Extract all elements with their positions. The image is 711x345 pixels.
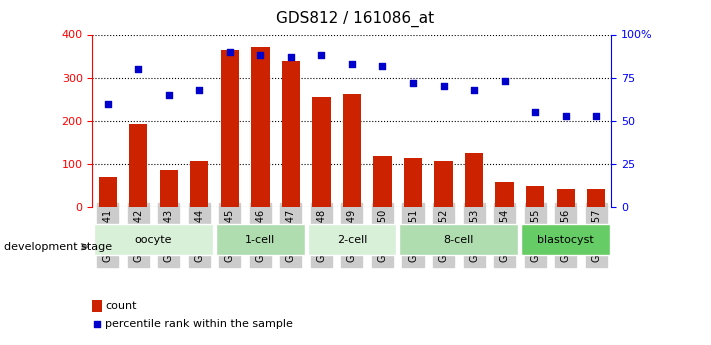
Point <box>193 87 205 92</box>
Point <box>102 101 113 106</box>
Point <box>377 63 388 68</box>
Point <box>469 87 480 92</box>
Text: 8-cell: 8-cell <box>444 235 474 245</box>
Text: blastocyst: blastocyst <box>538 235 594 245</box>
Bar <box>129 124 147 207</box>
Bar <box>216 224 304 255</box>
Text: GDS812 / 161086_at: GDS812 / 161086_at <box>277 10 434 27</box>
Point <box>499 78 510 84</box>
Bar <box>251 47 269 207</box>
Bar <box>434 161 453 207</box>
Point <box>591 113 602 118</box>
Point <box>285 54 296 60</box>
Text: development stage: development stage <box>4 242 112 252</box>
Bar <box>373 156 392 207</box>
Point <box>560 113 572 118</box>
Bar <box>190 161 208 207</box>
Bar <box>343 94 361 207</box>
Text: 1-cell: 1-cell <box>245 235 275 245</box>
Point <box>224 49 235 55</box>
Bar <box>92 300 102 312</box>
Bar <box>557 189 574 207</box>
Bar <box>220 50 239 207</box>
Bar <box>308 224 396 255</box>
Point <box>346 61 358 67</box>
Point <box>316 52 327 58</box>
Bar <box>400 224 518 255</box>
Bar <box>99 177 117 207</box>
Point <box>255 52 266 58</box>
Bar <box>159 170 178 207</box>
Bar <box>282 61 300 207</box>
Point <box>163 92 174 98</box>
Bar <box>587 189 605 207</box>
Text: percentile rank within the sample: percentile rank within the sample <box>105 319 293 329</box>
Point <box>530 109 541 115</box>
Text: 2-cell: 2-cell <box>337 235 367 245</box>
Bar <box>521 224 610 255</box>
Text: count: count <box>105 302 137 311</box>
Bar <box>312 97 331 207</box>
Bar <box>526 186 545 207</box>
Bar <box>465 153 483 207</box>
Bar <box>404 158 422 207</box>
Point <box>132 66 144 72</box>
Bar <box>496 182 514 207</box>
Bar <box>94 224 213 255</box>
Point <box>438 83 449 89</box>
Text: oocyte: oocyte <box>135 235 172 245</box>
Point <box>92 322 103 327</box>
Point <box>407 80 419 86</box>
